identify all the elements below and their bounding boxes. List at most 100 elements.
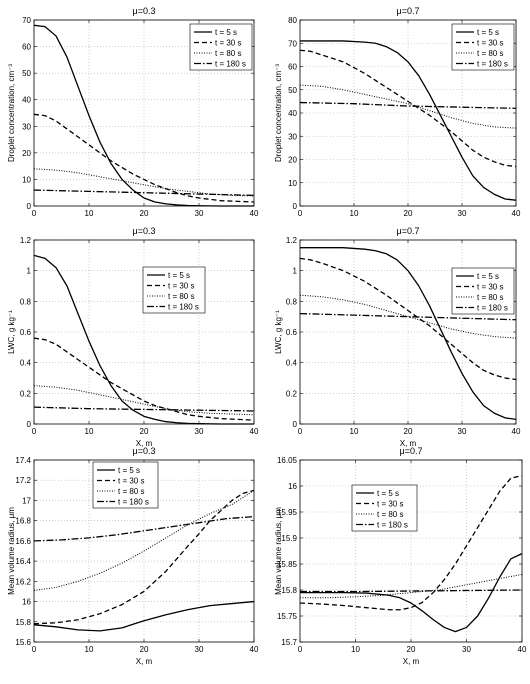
series-line-4 [33, 406, 255, 412]
y-axis-label: Mean volume radius, μm [7, 507, 16, 595]
legend-label: t = 80 s [377, 510, 403, 519]
legend-label: t = 5 s [477, 272, 499, 281]
chart-panel-4: 0 10 20 30 40 0 0.2 0.4 0.6 0.8 1 1.2 μ=0.7 X, m LWC, … [274, 226, 521, 448]
y-tick-label: 0 [27, 420, 32, 429]
legend-label: t = 180 s [168, 303, 199, 312]
y-tick-label: 10 [22, 175, 31, 184]
x-tick-label: 20 [407, 645, 416, 654]
legend-label: t = 30 s [477, 39, 503, 48]
chart-panel-2: 0 10 20 30 40 0 10 20 30 40 50 60 70 80 μ=0.7 Droplet c… [274, 6, 521, 218]
series-line-4 [300, 589, 523, 593]
series-line-4 [33, 189, 255, 197]
legend: t = 5 s t = 30 st = 80 s t = 180 s [92, 461, 159, 509]
x-tick-label: 40 [512, 209, 521, 218]
x-tick-label: 0 [298, 209, 303, 218]
y-axis-label: LWC, g kg⁻¹ [7, 310, 16, 354]
series-line-3 [33, 168, 255, 197]
legend: t = 5 s t = 30 st = 80 s t = 180 s [451, 23, 515, 71]
y-tick-label: 16.2 [15, 577, 31, 586]
chart-title: μ=0.7 [397, 6, 420, 16]
x-tick-label: 10 [351, 645, 360, 654]
x-tick-label: 10 [350, 427, 359, 436]
y-tick-label: 1 [293, 267, 298, 276]
legend-label: t = 5 s [377, 489, 399, 498]
y-tick-label: 60 [288, 63, 297, 72]
y-tick-label: 60 [22, 43, 31, 52]
legend: t = 5 s t = 30 st = 80 s t = 180 s [142, 266, 206, 314]
x-tick-label: 0 [32, 209, 37, 218]
chart-panel-1: 0 10 20 30 40 0 10 20 30 40 50 60 70 μ=0.3 Droplet con… [7, 6, 259, 218]
y-tick-label: 15.6 [15, 638, 31, 647]
legend-box [189, 23, 253, 71]
x-tick-label: 20 [140, 209, 149, 218]
legend: t = 5 s t = 30 st = 80 s t = 180 s [189, 23, 253, 71]
y-tick-label: 0.4 [286, 359, 298, 368]
x-tick-label: 10 [85, 209, 94, 218]
y-tick-label: 15.9 [281, 534, 297, 543]
x-axis-label: X, m [400, 439, 417, 448]
series-line-4 [299, 312, 517, 321]
legend-label: t = 80 s [215, 49, 241, 58]
legend-label: t = 180 s [477, 60, 508, 69]
legend-label: t = 30 s [118, 477, 144, 486]
x-tick-label: 40 [250, 645, 259, 654]
y-tick-label: 15.8 [281, 586, 297, 595]
legend-label: t = 5 s [168, 271, 190, 280]
y-tick-label: 0.8 [286, 297, 298, 306]
x-tick-label: 30 [458, 427, 467, 436]
legend-label: t = 180 s [377, 521, 408, 530]
y-tick-label: 16.05 [277, 456, 298, 465]
y-tick-label: 15.75 [277, 612, 298, 621]
y-tick-label: 0.4 [20, 359, 32, 368]
y-tick-label: 16.4 [15, 557, 31, 566]
y-tick-label: 0.8 [20, 297, 32, 306]
y-tick-label: 0 [27, 202, 32, 211]
y-tick-label: 15.85 [277, 560, 298, 569]
y-tick-label: 1.2 [20, 236, 32, 245]
y-tick-label: 16.8 [15, 517, 31, 526]
y-tick-label: 16 [22, 598, 31, 607]
y-tick-label: 20 [288, 156, 297, 165]
series-line-2 [33, 489, 255, 625]
y-tick-label: 70 [288, 39, 297, 48]
legend-label: t = 5 s [118, 466, 140, 475]
y-tick-label: 0 [293, 202, 298, 211]
x-tick-label: 40 [512, 427, 521, 436]
y-tick-label: 70 [22, 16, 31, 25]
y-tick-label: 10 [288, 179, 297, 188]
y-tick-label: 16 [288, 482, 297, 491]
y-tick-label: 30 [22, 122, 31, 131]
y-tick-label: 0.2 [20, 389, 32, 398]
y-tick-label: 50 [22, 69, 31, 78]
x-tick-label: 30 [195, 645, 204, 654]
x-tick-label: 20 [140, 427, 149, 436]
y-tick-label: 1.2 [286, 236, 298, 245]
legend: t = 5 s t = 30 st = 80 s t = 180 s [451, 267, 515, 315]
series-line-1 [33, 600, 255, 632]
legend-label: t = 80 s [168, 292, 194, 301]
y-tick-label: 15.8 [15, 618, 31, 627]
y-axis-label: Droplet concentration, cm⁻³ [274, 64, 283, 162]
x-tick-label: 20 [404, 427, 413, 436]
legend-label: t = 30 s [377, 500, 403, 509]
series-line-4 [33, 515, 255, 542]
chart-title: μ=0.3 [133, 446, 156, 456]
x-tick-label: 40 [250, 209, 259, 218]
legend: t = 5 s t = 30 st = 80 s t = 180 s [351, 484, 418, 532]
chart-title: μ=0.7 [400, 446, 423, 456]
series-line-4 [299, 101, 517, 109]
legend-label: t = 180 s [118, 498, 149, 507]
x-tick-label: 0 [298, 427, 303, 436]
x-axis-label: X, m [403, 657, 420, 666]
y-tick-label: 40 [22, 96, 31, 105]
series-line-1 [300, 247, 517, 421]
chart-title: μ=0.7 [397, 226, 420, 236]
y-tick-label: 15.95 [277, 508, 298, 517]
chart-panel-5: 0 10 20 30 40 15.6 15.8 16 16.2 16.4 16.6 16.8 17 17.… [7, 446, 259, 666]
x-tick-label: 0 [32, 645, 37, 654]
series-line-3 [33, 489, 255, 591]
series-line-2 [33, 337, 255, 421]
x-tick-label: 40 [518, 645, 527, 654]
x-tick-label: 10 [85, 645, 94, 654]
